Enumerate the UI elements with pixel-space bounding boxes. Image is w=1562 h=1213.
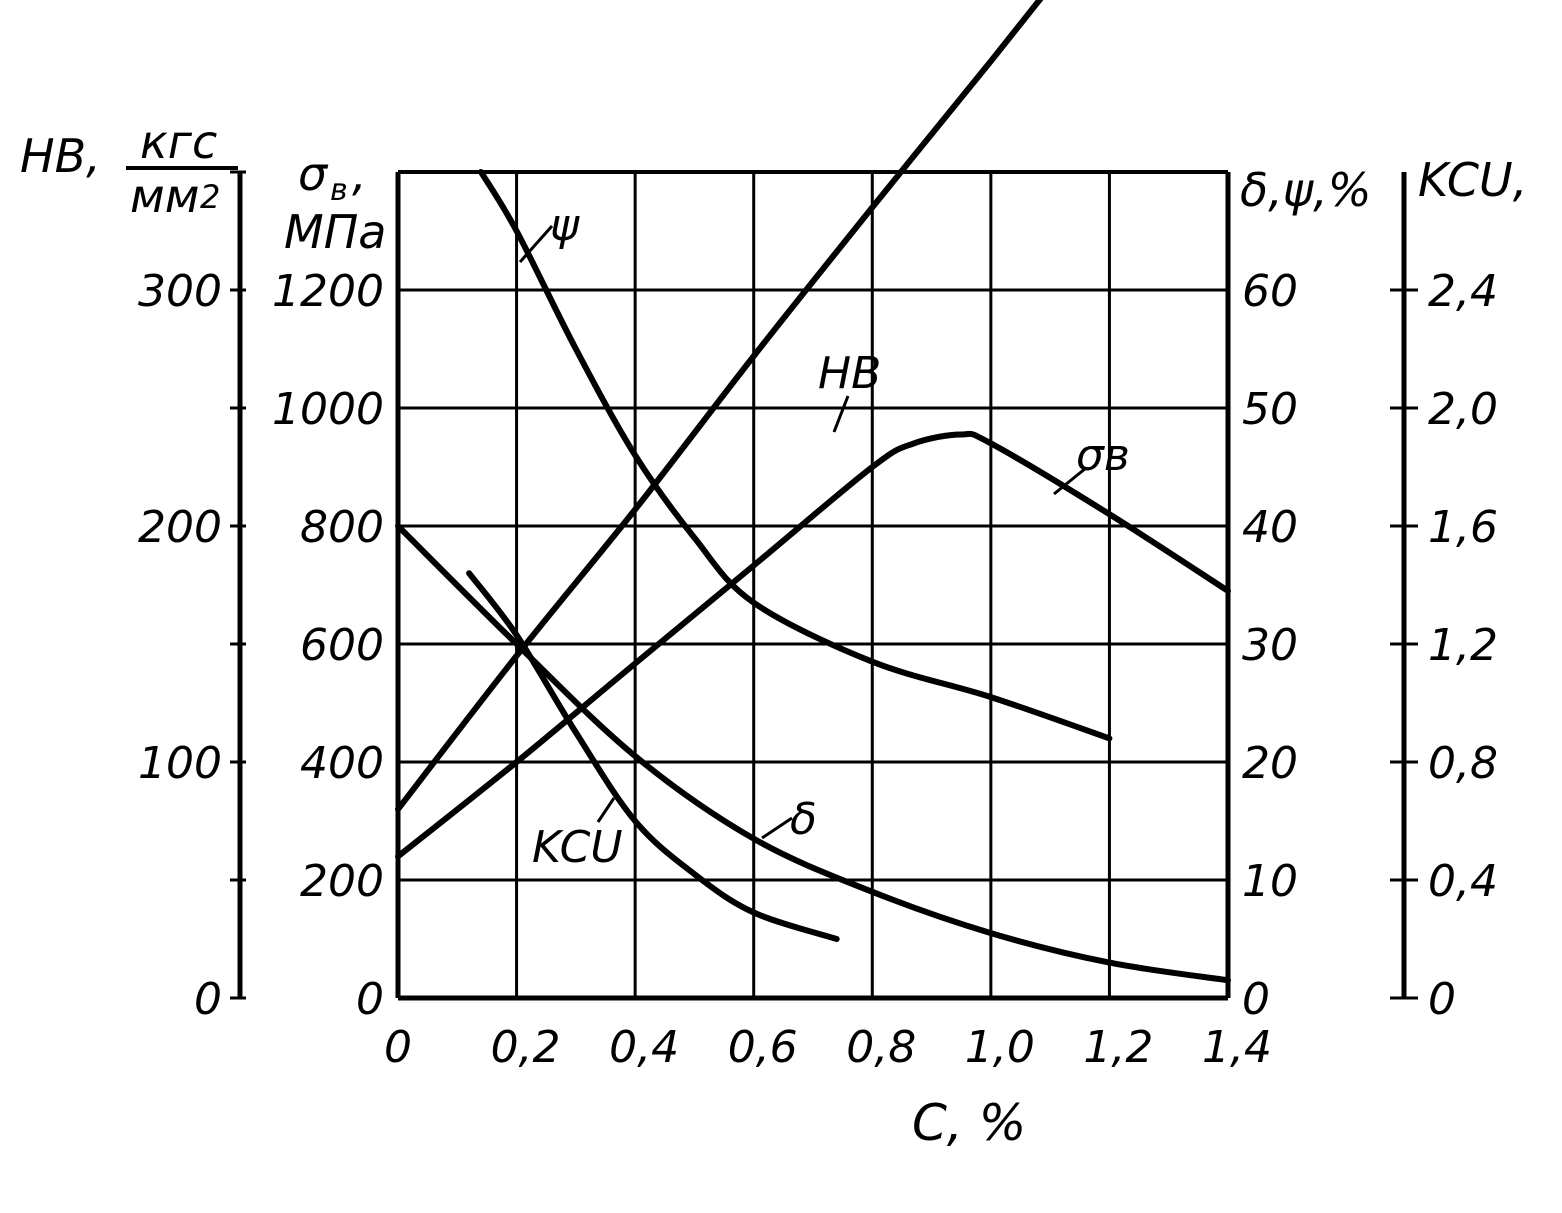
x-tick-label: 0,6 bbox=[728, 1022, 798, 1073]
delta-psi-tick-label: 30 bbox=[1242, 620, 1298, 671]
delta-psi-tick-label: 20 bbox=[1242, 738, 1298, 789]
hb-tick-label: 300 bbox=[138, 266, 222, 317]
x-tick-label: 1,4 bbox=[1202, 1022, 1272, 1073]
sigma-tick-label: 600 bbox=[300, 620, 384, 671]
hb-axis-unit-exponent: 2 bbox=[200, 178, 220, 216]
hb-tick-label: 200 bbox=[138, 502, 222, 553]
delta-psi-tick-label: 60 bbox=[1242, 266, 1298, 317]
x-tick-label: 0,8 bbox=[846, 1022, 916, 1073]
curve-leader-delta bbox=[761, 816, 793, 840]
curve-leader-hb bbox=[832, 395, 850, 433]
series-line-kcu bbox=[466, 570, 840, 942]
curve-leader-psi bbox=[518, 225, 554, 263]
kcu-tick-label: 1,6 bbox=[1428, 502, 1498, 553]
series-line-delta bbox=[395, 523, 1231, 984]
hb-tick-label: 0 bbox=[194, 974, 222, 1025]
hb-axis-unit-denominator: мм bbox=[130, 169, 199, 223]
series-line-hb bbox=[395, 0, 1044, 813]
x-tick-label: 0,2 bbox=[491, 1022, 561, 1073]
sigma-axis-unit: МПа bbox=[284, 205, 386, 259]
delta-psi-axis-title: δ,ψ,% bbox=[1240, 163, 1371, 217]
kcu-axis-title: KCU, bbox=[1418, 153, 1527, 207]
x-tick-label: 1,2 bbox=[1083, 1022, 1153, 1073]
curve-leader-sigma-b bbox=[1053, 466, 1087, 496]
series-lines bbox=[395, 0, 1231, 984]
delta-psi-tick-label: 0 bbox=[1242, 974, 1270, 1025]
x-tick-label: 1,0 bbox=[965, 1022, 1035, 1073]
curve-label-psi: ψ bbox=[550, 200, 580, 251]
x-axis-title: C, % bbox=[912, 1094, 1026, 1152]
delta-psi-tick-label: 10 bbox=[1242, 856, 1298, 907]
curve-label-delta: δ bbox=[790, 794, 817, 845]
kcu-tick-label: 0,4 bbox=[1428, 856, 1498, 907]
hb-tick-label: 100 bbox=[138, 738, 222, 789]
kcu-tick-label: 2,0 bbox=[1428, 384, 1498, 435]
sigma-axis-title-symbol: σ bbox=[298, 147, 329, 201]
curve-leader-kcu bbox=[596, 797, 616, 823]
sigma-tick-label: 200 bbox=[300, 856, 384, 907]
curve-label-kcu: KCU bbox=[532, 822, 623, 873]
x-tick-label: 0,4 bbox=[609, 1022, 679, 1073]
grid bbox=[398, 172, 1228, 998]
kcu-tick-label: 1,2 bbox=[1428, 620, 1498, 671]
sigma-tick-label: 0 bbox=[356, 974, 384, 1025]
kcu-tick-label: 2,4 bbox=[1428, 266, 1498, 317]
sigma-tick-label: 1000 bbox=[272, 384, 384, 435]
x-tick-label: 0 bbox=[384, 1022, 412, 1073]
hb-axis-title: HB, bbox=[20, 129, 101, 183]
sigma-tick-label: 1200 bbox=[272, 266, 384, 317]
sigma-axis-title-comma: , bbox=[352, 147, 367, 201]
kcu-tick-label: 0 bbox=[1428, 974, 1456, 1025]
delta-psi-tick-label: 40 bbox=[1242, 502, 1298, 553]
series-line-psi bbox=[478, 169, 1113, 742]
curve-label-sigma-b: σв bbox=[1076, 430, 1130, 481]
hb-axis-unit-numerator: кгс bbox=[140, 115, 217, 169]
axis-labels: 0 0,2 0,4 0,6 0,8 1,0 1,2 1,4010020030002004006… bbox=[138, 200, 1498, 1073]
kcu-tick-label: 0,8 bbox=[1428, 738, 1498, 789]
sigma-tick-label: 800 bbox=[300, 502, 384, 553]
sigma-axis-title-subscript: в bbox=[330, 173, 348, 208]
series-line-sigma-b bbox=[395, 430, 1231, 860]
sigma-tick-label: 400 bbox=[300, 738, 384, 789]
axes bbox=[230, 170, 1418, 1001]
delta-psi-tick-label: 50 bbox=[1242, 384, 1298, 435]
curve-label-hb: HB bbox=[818, 348, 881, 399]
